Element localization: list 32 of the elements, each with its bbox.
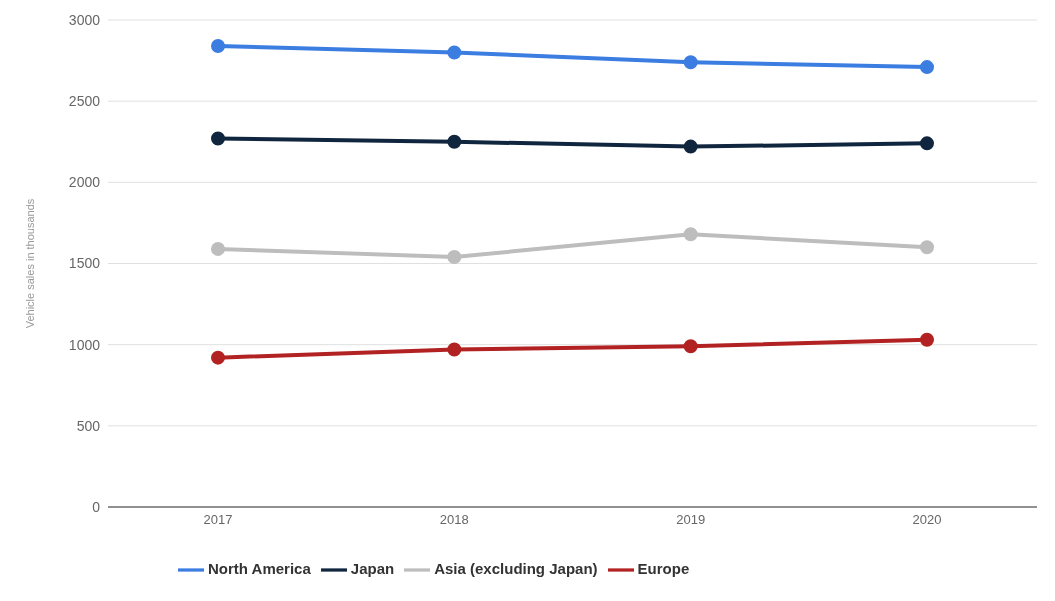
x-tick-label: 2020 xyxy=(912,512,942,528)
x-tick-label: 2019 xyxy=(676,512,706,528)
point xyxy=(447,45,462,60)
point xyxy=(211,38,225,53)
point xyxy=(211,241,225,256)
x-tick-label: 2018 xyxy=(439,512,469,528)
y-axis-title: Vehicle sales in thousands xyxy=(23,198,36,329)
y-tick-label: 3000 xyxy=(68,11,101,28)
point xyxy=(920,60,934,75)
point xyxy=(683,339,698,354)
point xyxy=(447,134,462,149)
point xyxy=(683,227,698,242)
point xyxy=(447,250,462,265)
legend-label: Asia (excluding Japan) xyxy=(434,559,598,577)
point xyxy=(683,139,698,154)
y-tick-label: 1500 xyxy=(68,255,101,272)
y-tick-label: 1000 xyxy=(68,336,101,353)
y-tick-label: 0 xyxy=(92,498,101,515)
legend-label: Europe xyxy=(637,559,690,577)
point xyxy=(920,136,934,151)
legend-label: Japan xyxy=(350,559,395,577)
point xyxy=(211,131,225,146)
y-tick-label: 500 xyxy=(76,417,101,434)
point xyxy=(447,342,462,357)
y-tick-label: 2500 xyxy=(68,93,101,110)
point xyxy=(920,240,934,255)
legend-label: North America xyxy=(208,559,311,577)
x-tick-label: 2017 xyxy=(203,512,233,528)
point xyxy=(920,332,934,347)
y-tick-label: 2000 xyxy=(68,174,101,191)
point xyxy=(211,350,225,365)
point xyxy=(683,55,698,70)
